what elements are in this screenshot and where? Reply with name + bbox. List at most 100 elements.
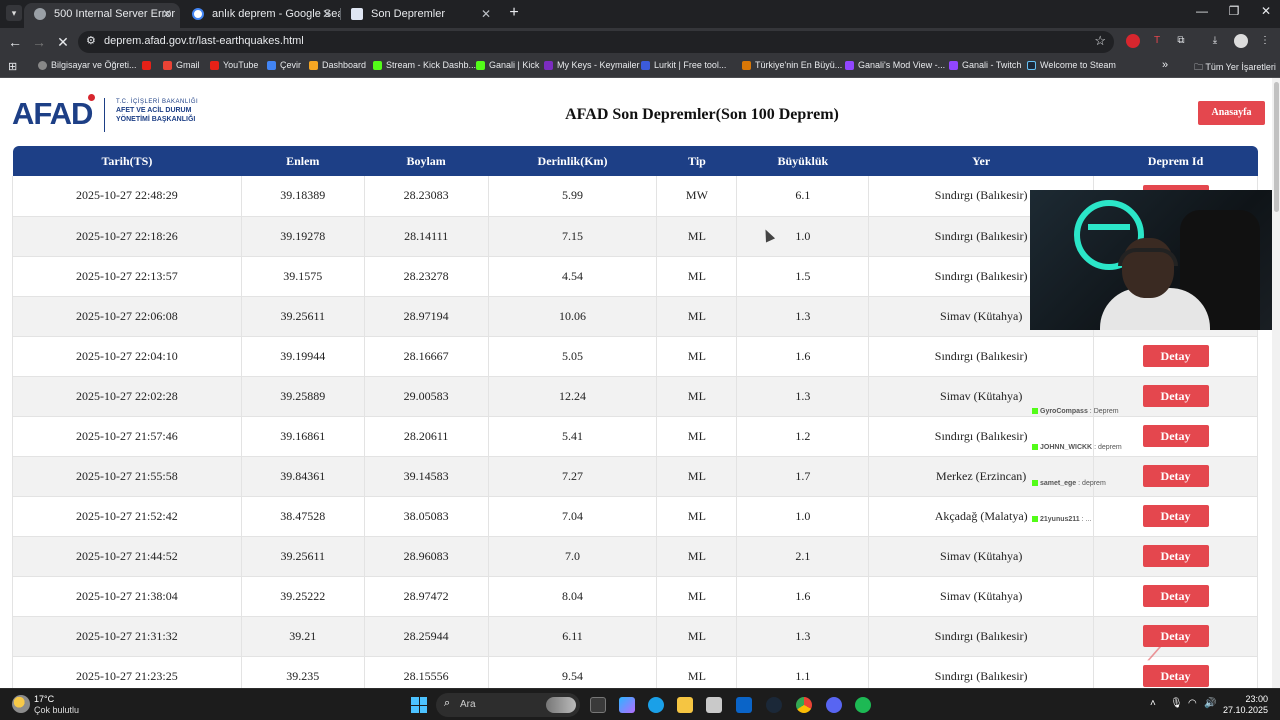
bookmark-cevir[interactable]: Çevir [267,60,301,70]
spotify-icon[interactable] [855,697,871,713]
outlook-icon[interactable] [736,697,752,713]
cell-location: Simav (Kütahya) [868,576,1095,617]
apps-grid-icon[interactable]: ⊞ [8,61,18,73]
all-bookmarks-folder[interactable]: 🗀 Tüm Yer İşaretleri [1194,62,1276,72]
home-button[interactable]: Anasayfa [1198,101,1265,125]
url-text: deprem.afad.gov.tr/last-earthquakes.html [104,35,304,47]
bookmark-steam[interactable]: Welcome to Steam [1027,60,1116,70]
cell-depth: 10.06 [488,296,658,337]
column-header[interactable]: Boylam [364,146,489,176]
bookmark-youtube[interactable]: YouTube [210,60,258,70]
more-bookmarks-icon[interactable]: » [1162,59,1169,71]
detail-button[interactable]: Detay [1142,545,1209,567]
cell-longitude: 29.00583 [364,376,489,417]
restore-icon[interactable]: ❐ [1228,4,1240,18]
close-icon[interactable]: ✕ [321,7,332,21]
column-header[interactable]: Derinlik(Km) [488,146,657,176]
detail-button[interactable]: Detay [1142,425,1209,447]
page-title: AFAD Son Depremler(Son 100 Deprem) [565,106,839,123]
cell-type: ML [656,536,738,577]
youtube-icon [210,61,219,70]
detail-button[interactable]: Detay [1142,345,1209,367]
cell-latitude: 39.16861 [241,416,365,457]
profile-avatar[interactable] [1234,34,1248,48]
task-view-icon[interactable] [590,697,606,713]
weather-description[interactable]: Çok bulutlu [34,705,80,715]
column-header[interactable]: Enlem [241,146,365,176]
bookmark-star-icon[interactable]: ☆ [1094,33,1106,48]
tab-500-error[interactable]: 500 Internal Server Error ✕ [24,3,180,28]
steam-icon[interactable] [766,697,782,713]
cell-depth: 9.54 [488,656,658,688]
store-icon[interactable] [706,697,722,713]
extensions-puzzle-icon[interactable]: ⧉ [1177,35,1185,46]
cell-date: 2025-10-27 21:57:46 [12,416,242,457]
chat-badge-icon [1032,480,1038,487]
file-explorer-icon[interactable] [677,697,693,713]
menu-icon[interactable]: ⋮ [1260,35,1270,46]
show-hidden-icons[interactable]: ˄ [1150,698,1156,709]
taskbar-search[interactable]: ⌕ Ara [436,693,580,717]
column-header[interactable]: Büyüklük [736,146,869,176]
detail-button[interactable]: Detay [1142,505,1209,527]
cell-earthquake-id: Detay [1093,496,1258,537]
cell-date: 2025-10-27 21:38:04 [12,576,242,617]
discord-icon[interactable] [826,697,842,713]
page-scrollbar[interactable] [1272,78,1280,688]
extension-icon[interactable] [1126,34,1140,48]
extension-icon[interactable]: T [1153,35,1161,46]
microphone-icon[interactable]: 🎙 [1170,698,1183,709]
bookmark-mod-view[interactable]: Ganali's Mod View -... [845,60,945,70]
close-icon[interactable]: ✕ [161,7,172,21]
column-header[interactable]: Tip [656,146,737,176]
detail-button[interactable]: Detay [1142,465,1209,487]
chat-separator: : [1079,516,1086,523]
cell-earthquake-id: Detay [1093,336,1258,377]
chrome-icon[interactable] [796,697,812,713]
detail-button[interactable]: Detay [1142,585,1209,607]
cell-magnitude: 1.6 [736,576,870,617]
new-tab-icon[interactable]: + [509,4,519,21]
wifi-icon[interactable]: ◠ [1188,698,1197,709]
volume-icon[interactable]: 🔊 [1204,698,1217,709]
detail-button[interactable]: Detay [1142,625,1209,647]
chat-badge-icon [1032,408,1038,415]
tab-son-depremler[interactable]: Son Depremler ✕ [341,3,499,28]
url-field[interactable]: ⚙ deprem.afad.gov.tr/last-earthquakes.ht… [78,31,1114,53]
bookmark-lurkit[interactable]: Lurkit | Free tool... [641,60,726,70]
bookmark-dashboard[interactable]: Dashboard [309,60,366,70]
detail-button[interactable]: Detay [1142,665,1209,687]
bookmark-item[interactable]: Bilgisayar ve Öğreti... [38,60,137,70]
column-header[interactable]: Yer [868,146,1094,176]
edge-icon[interactable] [648,697,664,713]
bookmark-turkiye[interactable]: Türkiye'nin En Büyü... [742,60,842,70]
clock-date[interactable]: 27.10.2025 [1222,705,1268,715]
site-info-icon[interactable]: ⚙ [86,35,96,47]
bookmark-kick-dashboard[interactable]: Stream - Kick Dashb... [373,60,476,70]
column-header[interactable]: Deprem Id [1093,146,1258,176]
detail-button[interactable]: Detay [1142,385,1209,407]
cell-latitude: 38.47528 [241,496,365,537]
cell-date: 2025-10-27 22:13:57 [12,256,242,297]
weather-icon[interactable] [12,695,30,713]
tab-search-icon[interactable]: ▾ [6,5,22,21]
cell-location: Simav (Kütahya) [868,536,1095,577]
loading-icon[interactable]: ✕ [57,34,69,50]
forward-icon[interactable]: → [32,34,46,50]
start-button[interactable] [411,697,427,713]
clock-time[interactable]: 23:00 [1245,694,1268,704]
minimize-icon[interactable]: — [1196,4,1208,18]
bookmark-keymailer[interactable]: My Keys - Keymailer [544,60,640,70]
close-icon[interactable]: ✕ [480,7,491,21]
column-header[interactable]: Tarih(TS) [12,146,242,176]
copilot-icon[interactable] [619,697,635,713]
bookmark-ganali-twitch[interactable]: Ganali - Twitch [949,60,1021,70]
scrollbar-thumb[interactable] [1274,82,1279,212]
close-window-icon[interactable]: ✕ [1260,4,1272,18]
bookmark-ganali-kick[interactable]: Ganali | Kick [476,60,539,70]
back-icon[interactable]: ← [8,34,22,50]
bookmark-gmail[interactable]: Gmail [163,60,200,70]
tab-google-search[interactable]: anlık deprem - Google Search ✕ [182,3,340,28]
download-icon[interactable]: ⤓ [1212,35,1218,46]
weather-temperature[interactable]: 17°C [34,694,55,704]
